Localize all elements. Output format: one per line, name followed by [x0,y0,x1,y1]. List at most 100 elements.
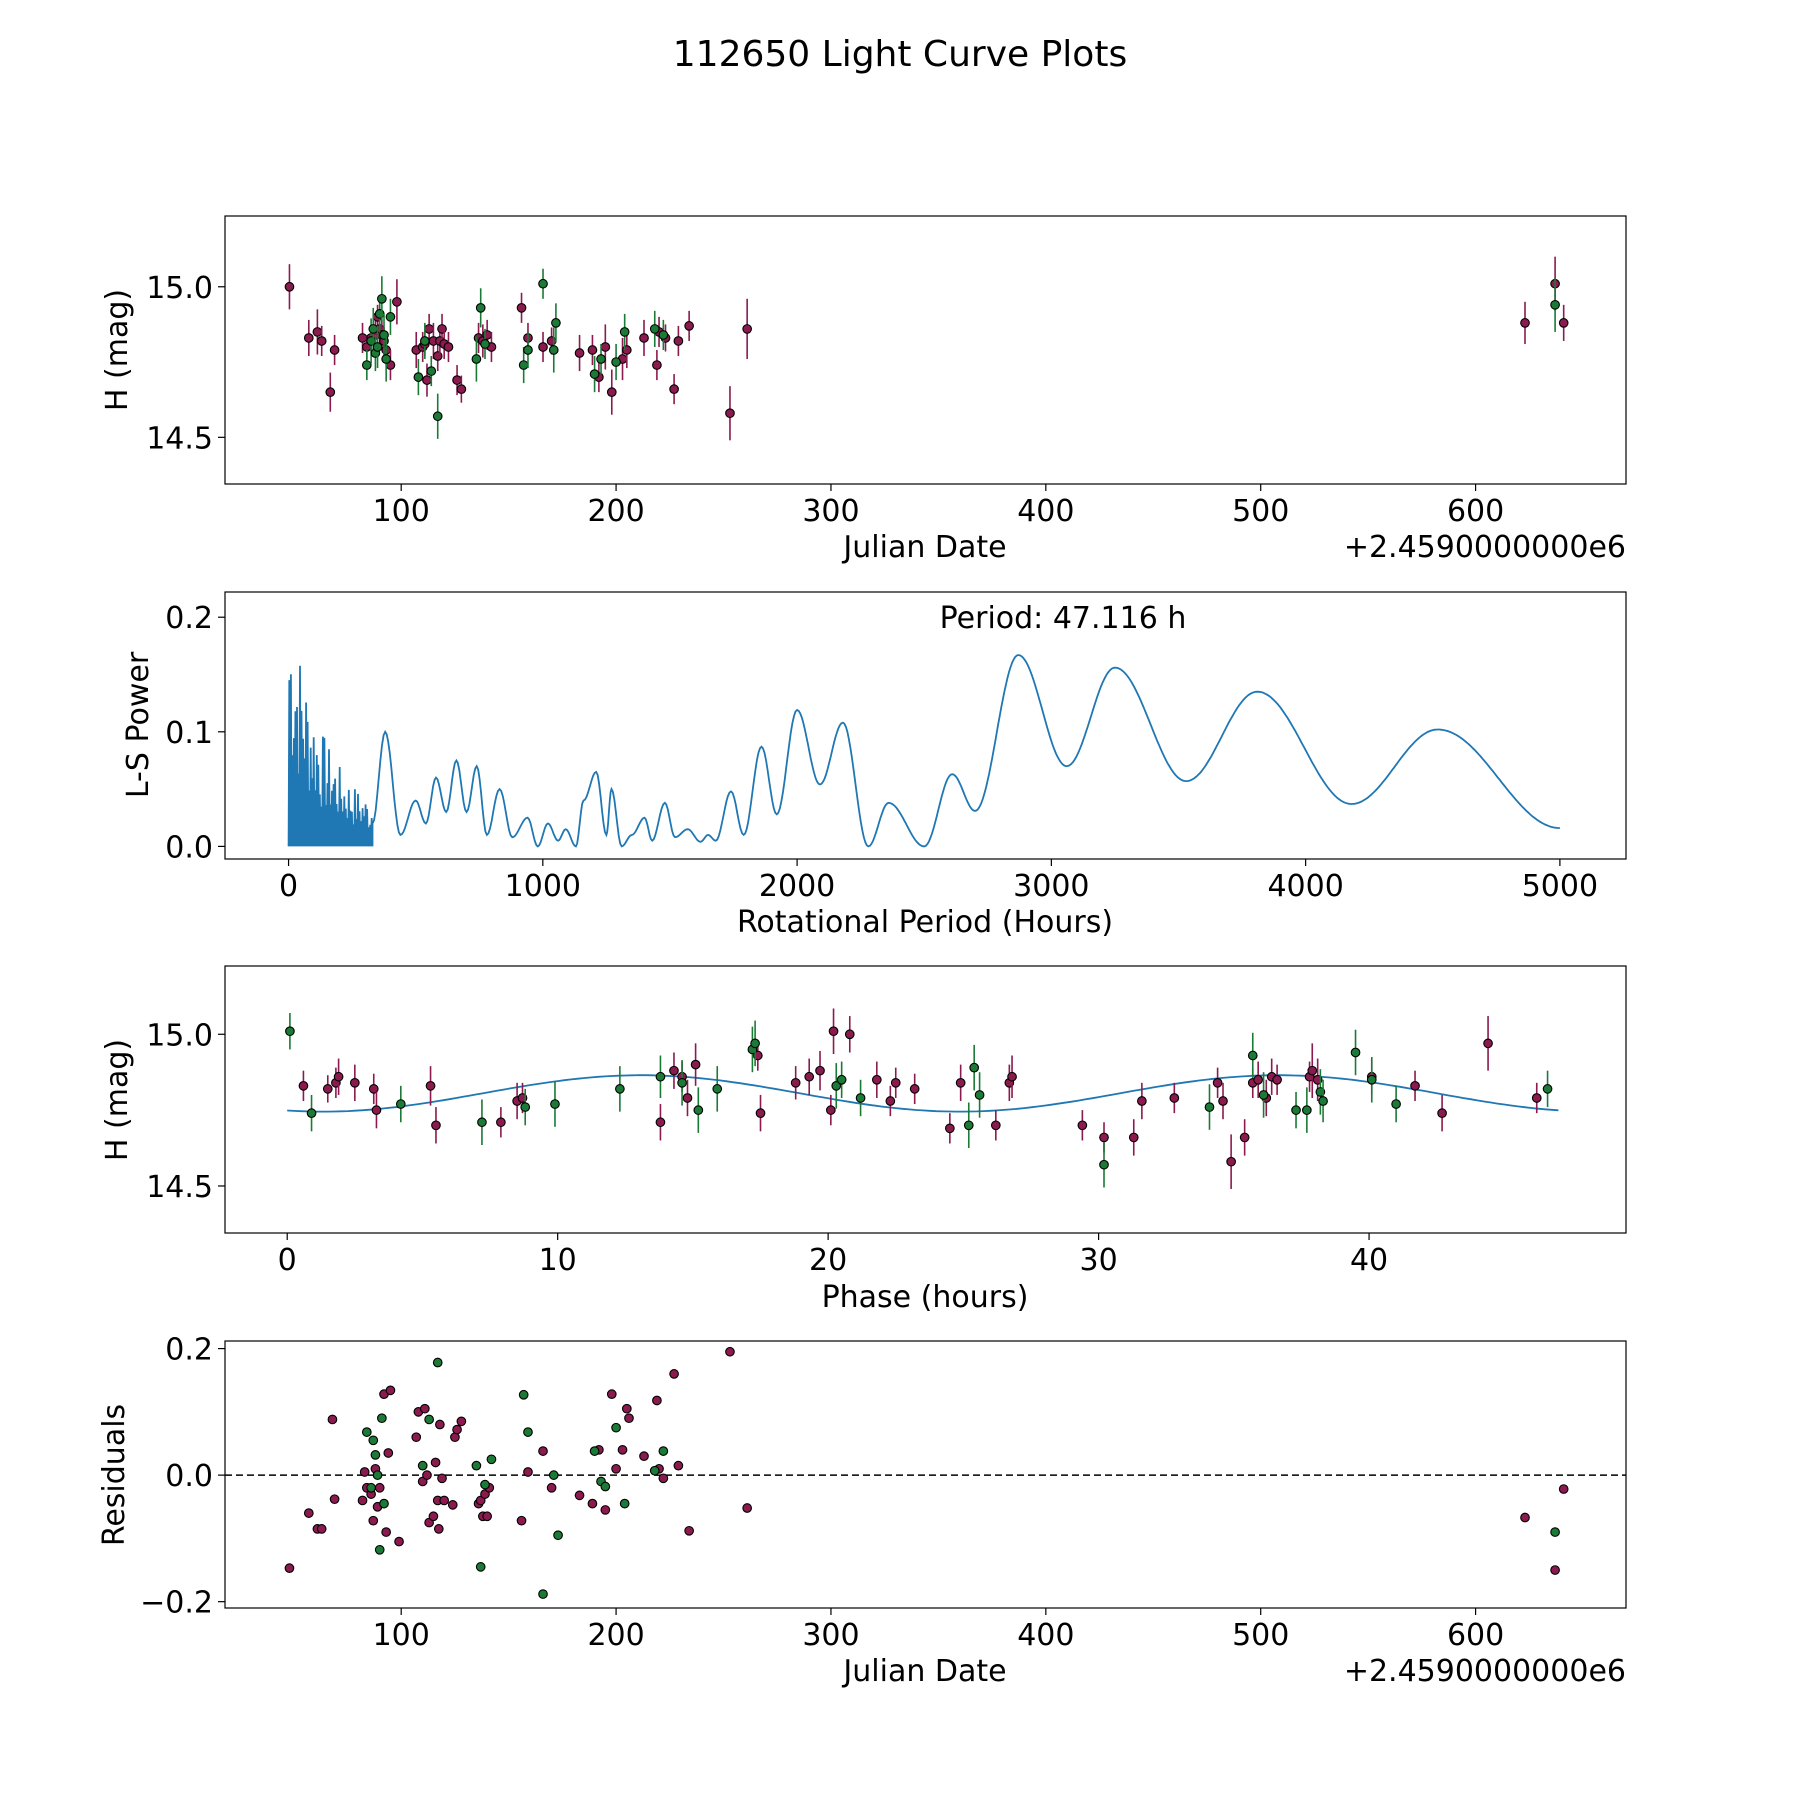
periodogram-power-line [287,654,1560,848]
phased-point-green [520,1102,531,1112]
phased-fit-curve [287,1074,1559,1113]
lightcurve-point-green [379,330,389,340]
phased-point-magenta [425,1080,436,1091]
phased-point-green [1099,1159,1109,1170]
periodogram-ytick-label: 0.0 [165,830,213,865]
phased-point-green [1350,1047,1361,1058]
lightcurve-point-green [385,312,396,322]
residuals-yticks: −0.2 0.0 0.2 [140,1333,225,1621]
lightcurve-point-magenta [684,321,694,331]
lightcurve-point-green [480,339,490,349]
residuals-point-magenta [600,1505,611,1515]
phased-point-magenta [333,1071,344,1082]
lightcurve-point-magenta [482,330,493,340]
residuals-xticks: 100 200 300 400 500 600 [373,1608,1504,1653]
phased-point-green [1391,1099,1401,1109]
lightcurve-point-green [475,302,486,313]
phased-point-green [285,1026,295,1037]
residuals-point-magenta [439,1495,450,1506]
residuals-point-magenta [621,1403,632,1414]
lightcurve-point-magenta [1520,318,1530,328]
lightcurve-xtick-label: 400 [1017,494,1074,529]
residuals-point-green [518,1389,529,1400]
lightcurve-ylabel: H (mag) [100,289,135,411]
phased-point-green [1318,1096,1328,1106]
periodogram-xtick-label: 1000 [505,869,581,904]
lightcurve-point-magenta [437,324,447,334]
lightcurve-xtick-label: 100 [373,494,430,529]
phased-point-magenta [682,1093,693,1103]
phased-ytick-label: 14.5 [146,1170,213,1205]
residuals-point-green [611,1422,621,1433]
phased-point-magenta [1128,1132,1139,1143]
residuals-point-green [553,1530,563,1541]
lightcurve-point-green [589,369,600,379]
phased-point-magenta [828,1026,839,1037]
lightcurve-point-green [548,345,559,355]
lightcurve-ytick-label: 14.5 [146,421,213,456]
residuals-point-magenta [419,1403,430,1414]
phased-xtick-label: 10 [539,1243,577,1278]
residuals-point-green [379,1498,389,1509]
phased-ytick-label: 15.0 [146,1018,213,1053]
phased-point-magenta [1007,1071,1017,1082]
phased-point-magenta [1272,1074,1282,1085]
lightcurve-point-green [471,354,482,364]
residuals-point-magenta [742,1503,753,1513]
phased-point-magenta [1137,1096,1147,1106]
residuals-ytick-label: 0.2 [165,1333,213,1368]
periodogram-ytick-label: 0.2 [165,601,213,636]
residuals-point-green [361,1427,372,1437]
phased-point-magenta [955,1077,966,1088]
phased-point-green [1258,1090,1269,1100]
lightcurve-point-magenta [357,333,368,343]
residuals-point-green [377,1413,387,1424]
phased-point-green [306,1108,317,1119]
residuals-point-green [649,1465,660,1476]
residuals-point-magenta [284,1563,295,1573]
phased-point-magenta [431,1120,441,1131]
phased-point-magenta [1307,1065,1318,1076]
periodogram-annotation: Period: 47.116 h [940,601,1187,636]
residuals-point-magenta [437,1473,447,1484]
phased-xtick-label: 30 [1080,1243,1118,1278]
residuals-panel: 100 200 300 400 500 600 −0.2 0.0 0.2 Julian Dat… [97,1333,1627,1689]
periodogram-axes-frame [224,591,1627,860]
periodogram-xtick-label: 3000 [1013,869,1089,904]
residuals-point-magenta [447,1500,458,1510]
phased-point-green [855,1093,866,1103]
residuals-point-magenta [587,1498,598,1509]
phased-point-green [1247,1050,1258,1061]
phased-point-magenta [1410,1080,1420,1091]
phased-point-magenta [815,1065,825,1076]
phased-point-green [677,1077,687,1088]
lightcurve-point-green [361,360,372,370]
phased-point-magenta [496,1117,506,1128]
lightcurve-xtick-label: 300 [802,494,859,529]
residuals-point-green [600,1481,611,1492]
lightcurve-point-magenta [1558,318,1569,328]
residuals-point-magenta [1550,1565,1560,1575]
phased-point-magenta [871,1074,882,1085]
lightcurve-point-green [426,366,437,376]
residuals-point-green [480,1479,490,1490]
lightcurve-xtick-label: 500 [1232,494,1289,529]
phased-point-magenta [1218,1096,1228,1106]
lightcurve-point-green [1550,299,1560,310]
lightcurve-point-green [377,293,387,304]
residuals-point-magenta [368,1515,379,1526]
phased-point-green [693,1105,704,1115]
residuals-point-green [589,1446,600,1456]
residuals-xtick-label: 400 [1017,1618,1074,1653]
phased-point-magenta [944,1123,955,1134]
periodogram-xtick-label: 4000 [1267,869,1343,904]
phased-yticks: 14.5 15.0 [146,1018,225,1205]
phased-panel: 0 10 20 30 40 14.5 15.0 Phase (hours) H (mag) [100,965,1627,1315]
residuals-point-green [471,1460,482,1471]
residuals-point-magenta [411,1432,422,1443]
residuals-point-magenta [611,1463,621,1474]
residuals-ylabel: Residuals [97,1404,132,1546]
phased-point-magenta [1212,1077,1223,1088]
residuals-ytick-label: 0.0 [165,1459,213,1494]
lightcurve-point-magenta [392,296,402,307]
